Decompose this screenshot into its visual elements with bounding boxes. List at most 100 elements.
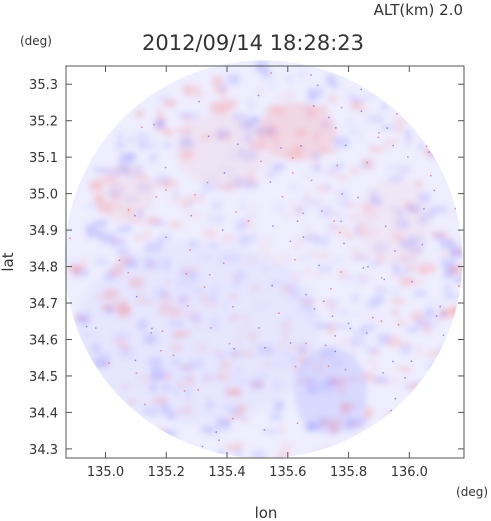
- noise-dot: [221, 229, 224, 231]
- noise-dot: [69, 237, 71, 240]
- echo-speckle: [276, 96, 290, 101]
- echo-speckle: [386, 335, 400, 347]
- echo-speckle: [449, 211, 455, 216]
- x-tick-label: 135.2: [148, 465, 185, 480]
- echo-speckle: [362, 158, 374, 169]
- echo-speckle: [391, 287, 400, 297]
- echo-speckle: [179, 198, 186, 207]
- echo-speckle: [202, 183, 214, 192]
- echo-speckle: [447, 266, 461, 274]
- echo-speckle: [260, 69, 271, 79]
- noise-dot: [392, 360, 394, 363]
- y-tick-label: 34.6: [29, 333, 58, 348]
- noise-dot: [339, 231, 341, 234]
- echo-speckle: [216, 418, 230, 429]
- echo-speckle: [397, 267, 412, 277]
- echo-speckle: [351, 248, 361, 254]
- noise-dot: [390, 409, 392, 412]
- noise-dot: [194, 193, 196, 196]
- echo-speckle: [413, 255, 419, 264]
- noise-dot: [228, 342, 231, 345]
- echo-speckle: [156, 236, 164, 246]
- echo-speckle: [329, 299, 340, 305]
- noise-dot: [323, 300, 325, 303]
- echo-speckle: [330, 80, 339, 89]
- y-tick-label: 34.8: [29, 261, 58, 276]
- echo-speckle: [123, 224, 132, 232]
- noise-dot: [141, 126, 143, 129]
- echo-speckle: [116, 141, 125, 149]
- echo-speckle: [212, 101, 226, 105]
- echo-speckle: [134, 233, 142, 242]
- echo-speckle: [337, 175, 349, 181]
- echo-speckle: [304, 173, 310, 181]
- echo-speckle: [234, 442, 246, 447]
- echo-speckle: [325, 299, 331, 311]
- noise-dot: [155, 196, 158, 198]
- x-tick-label: 135.4: [208, 465, 245, 480]
- noise-dot: [439, 305, 441, 308]
- noise-dot: [335, 127, 337, 129]
- noise-dot: [334, 350, 337, 353]
- echo-speckle: [258, 236, 274, 246]
- echo-speckle: [369, 146, 382, 153]
- echo-speckle: [349, 167, 360, 174]
- noise-dot: [258, 327, 260, 329]
- echo-speckle: [424, 148, 438, 156]
- noise-dot: [372, 316, 374, 319]
- noise-dot: [185, 273, 188, 275]
- noise-dot: [263, 429, 266, 431]
- echo-speckle: [399, 276, 412, 287]
- echo-speckle: [358, 105, 367, 113]
- noise-dot: [320, 210, 323, 212]
- echo-speckle: [310, 160, 320, 167]
- echo-speckle: [137, 143, 147, 149]
- noise-dot: [165, 236, 167, 239]
- echo-speckle: [145, 241, 162, 252]
- echo-region: [93, 164, 155, 223]
- echo-speckle: [272, 260, 285, 268]
- echo-speckle: [449, 248, 462, 258]
- echo-speckle: [354, 225, 362, 236]
- noise-dot: [302, 212, 304, 215]
- noise-dot: [296, 220, 299, 222]
- noise-dot: [347, 322, 350, 325]
- noise-dot: [201, 445, 204, 448]
- echo-speckle: [156, 179, 170, 188]
- echo-speckle: [125, 151, 137, 161]
- echo-speckle: [407, 382, 422, 391]
- noise-dot: [362, 267, 365, 269]
- echo-speckle: [316, 185, 331, 193]
- echo-speckle: [305, 233, 319, 240]
- echo-speckle: [282, 258, 291, 264]
- echo-speckle: [173, 190, 179, 198]
- y-tick-label: 35.2: [29, 115, 58, 130]
- echo-speckle: [377, 333, 390, 345]
- echo-speckle: [250, 233, 258, 239]
- echo-speckle: [345, 313, 362, 317]
- noise-dot: [394, 397, 397, 400]
- noise-dot: [430, 174, 432, 177]
- echo-speckle: [414, 179, 423, 189]
- echo-speckle: [215, 109, 229, 117]
- echo-speckle: [373, 376, 388, 383]
- echo-speckle: [169, 194, 182, 204]
- noise-dot: [300, 145, 302, 147]
- echo-speckle: [397, 319, 407, 326]
- echo-speckle: [392, 263, 399, 274]
- echo-speckle: [100, 237, 114, 245]
- echo-speckle: [388, 177, 403, 181]
- echo-speckle: [300, 287, 315, 292]
- echo-speckle: [163, 142, 172, 149]
- echo-speckle: [422, 322, 431, 334]
- echo-speckle: [154, 119, 166, 129]
- echo-speckle: [346, 234, 353, 241]
- noise-dot: [442, 334, 445, 336]
- echo-region: [257, 102, 337, 161]
- echo-speckle: [305, 225, 311, 231]
- echo-speckle: [267, 171, 276, 179]
- echo-speckle: [330, 303, 337, 315]
- echo-speckle: [440, 239, 455, 249]
- noise-dot: [343, 242, 345, 245]
- echo-speckle: [437, 301, 442, 307]
